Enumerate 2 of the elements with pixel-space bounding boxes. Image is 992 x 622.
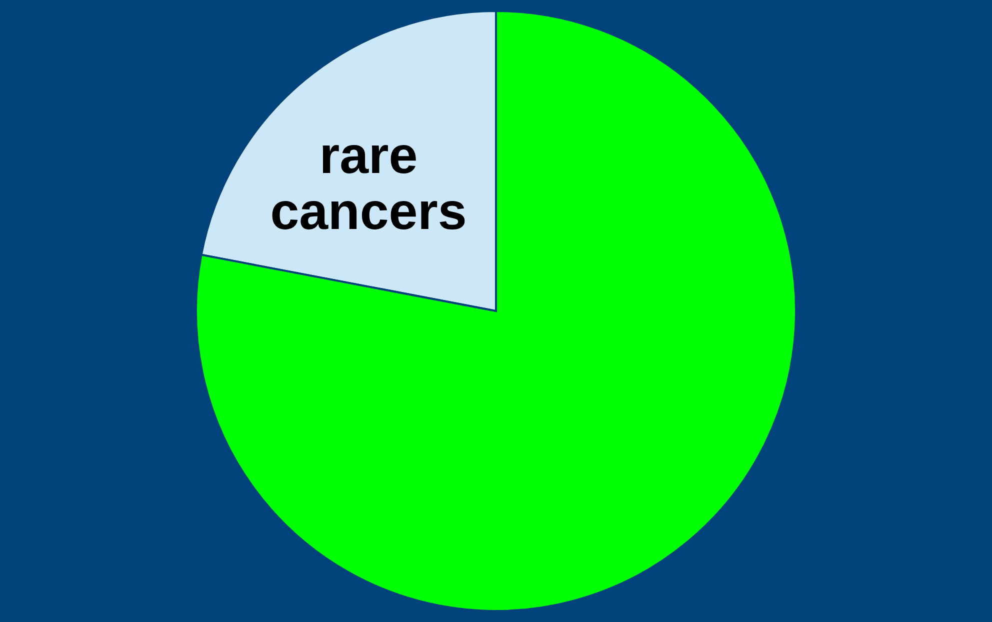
pie-slice: [196, 10, 797, 612]
slice-label: rare cancers: [270, 126, 467, 241]
